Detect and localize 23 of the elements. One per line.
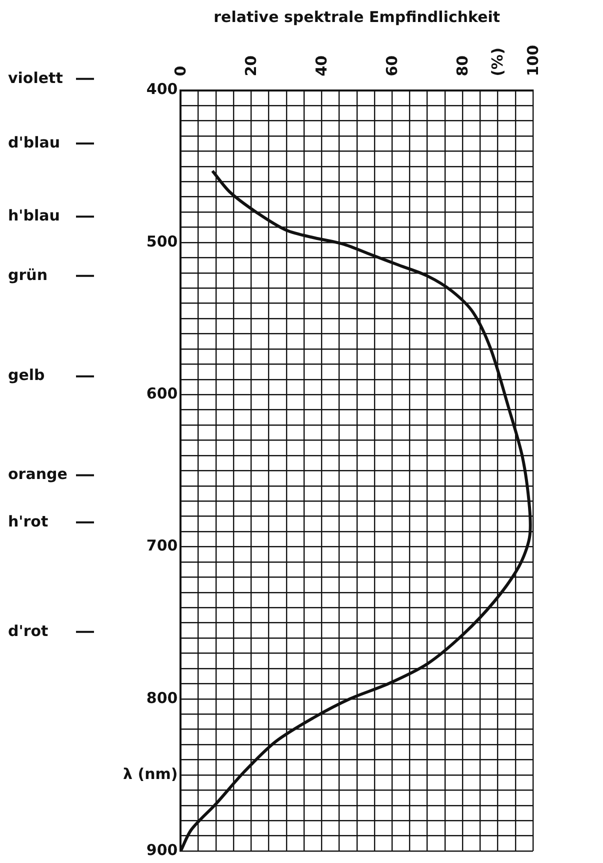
x-tick-label: 100 (524, 45, 542, 76)
text: d'blau (8, 133, 60, 152)
text: grün (8, 266, 48, 284)
text: gelb (8, 366, 46, 384)
text: h'blau (8, 206, 60, 224)
x-tick-label: 0 (172, 66, 190, 76)
y-tick-label: 900 (146, 840, 178, 859)
text: d'rot (8, 622, 48, 640)
y-tick-label: 700 (146, 536, 178, 555)
x-tick-label: 20 (242, 55, 260, 76)
y-tick-label: 400 (146, 80, 178, 98)
text: violett (8, 68, 63, 87)
y-tick-label: 500 (146, 232, 178, 250)
y-tick-label: 600 (146, 384, 178, 402)
text: h'rot (8, 512, 48, 530)
x-tick-label: 60 (382, 55, 401, 76)
text: orange (8, 465, 68, 484)
y-tick-label: 800 (146, 688, 178, 707)
x-axis-title: relative spektrale Empfindlichkeit (214, 8, 500, 26)
x-tick-label: (%) (488, 48, 507, 76)
x-tick-label: 80 (453, 55, 472, 76)
x-tick-label: 40 (312, 55, 331, 76)
y-tick-label: λ (nm) (123, 764, 178, 783)
